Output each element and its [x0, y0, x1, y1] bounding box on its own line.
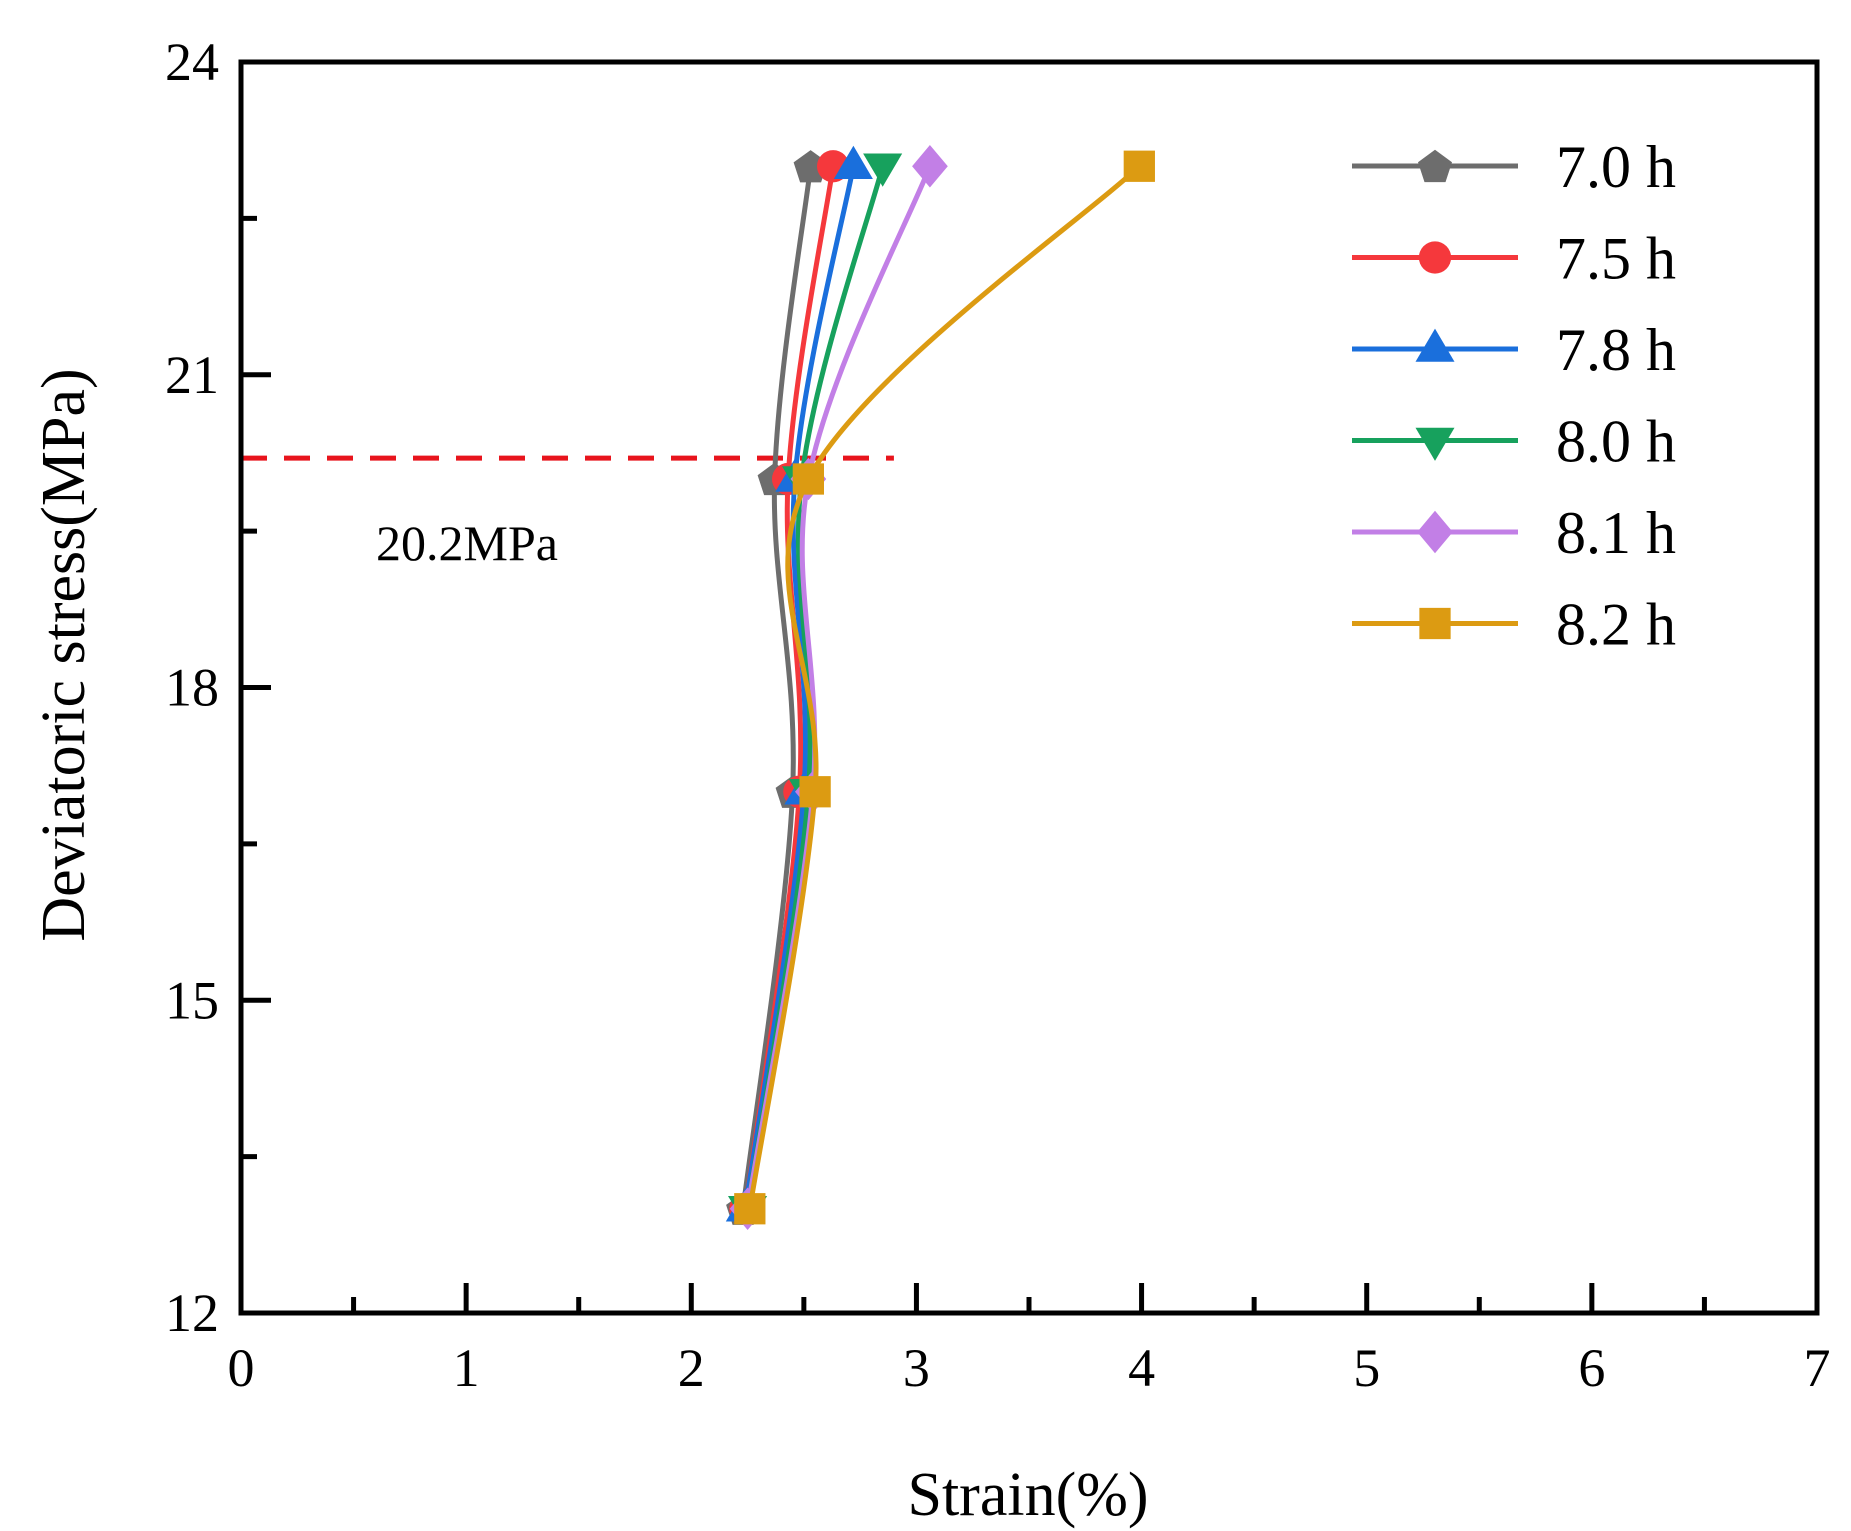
series-8-2-h: [734, 150, 1155, 1225]
threshold-annotation: 20.2MPa: [376, 515, 558, 571]
y-tick-labels: 12 15 18 21 24: [165, 32, 219, 1343]
legend-marker: [1415, 328, 1455, 362]
legend-marker: [1417, 510, 1453, 554]
data-point: [792, 463, 824, 495]
legend-item: 8.1 h: [1352, 500, 1676, 566]
legend-marker: [1418, 241, 1452, 274]
legend-item: 8.2 h: [1352, 592, 1676, 658]
series-line: [747, 163, 1142, 1212]
data-point: [833, 145, 873, 179]
y-tick-label: 12: [165, 1283, 219, 1343]
legend-label: 8.0 h: [1556, 409, 1676, 475]
data-point: [863, 153, 903, 187]
y-tick-label: 18: [165, 658, 219, 718]
y-tick-label: 24: [165, 32, 219, 92]
axis-ticks: [238, 59, 1820, 1316]
x-tick-label: 7: [1804, 1338, 1831, 1398]
legend-marker: [1419, 607, 1451, 640]
x-tick-label: 3: [903, 1338, 930, 1398]
y-tick-label: 15: [165, 970, 219, 1030]
legend-item: 8.0 h: [1352, 409, 1676, 475]
series-line: [740, 163, 814, 1212]
legend: 7.0 h 7.5 h 7.8 h 8.0 h 8.1 h 8.2 h: [1352, 134, 1676, 658]
data-point: [734, 1193, 766, 1225]
x-tick-label: 0: [228, 1338, 255, 1398]
y-tick-label: 21: [165, 345, 219, 405]
x-tick-label: 2: [678, 1338, 705, 1398]
x-tick-label: 5: [1353, 1338, 1380, 1398]
legend-label: 8.1 h: [1556, 500, 1676, 566]
y-axis-title: Deviatoric stress(MPa): [30, 368, 98, 941]
legend-item: 7.5 h: [1352, 226, 1676, 292]
legend-marker: [1415, 427, 1455, 461]
data-point: [912, 145, 948, 188]
legend-label: 8.2 h: [1556, 592, 1676, 658]
x-tick-label: 6: [1578, 1338, 1605, 1398]
plot-content: [241, 145, 1155, 1230]
legend-marker: [1418, 149, 1452, 183]
x-axis-title: Strain(%): [907, 1461, 1148, 1529]
legend-label: 7.8 h: [1556, 317, 1676, 383]
data-point: [1123, 150, 1155, 182]
x-tick-label: 4: [1128, 1338, 1155, 1398]
legend-item: 7.0 h: [1352, 134, 1676, 200]
x-tick-label: 1: [453, 1338, 480, 1398]
data-point: [799, 776, 831, 808]
legend-label: 7.5 h: [1556, 226, 1676, 292]
legend-label: 7.0 h: [1556, 134, 1676, 200]
legend-item: 7.8 h: [1352, 317, 1676, 383]
data-point: [793, 150, 828, 183]
x-tick-labels: 0 1 2 3 4 5 6 7: [228, 1338, 1831, 1398]
